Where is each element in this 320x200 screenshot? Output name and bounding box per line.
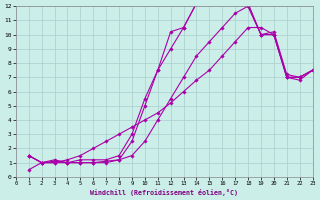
X-axis label: Windchill (Refroidissement éolien,°C): Windchill (Refroidissement éolien,°C) — [90, 189, 238, 196]
